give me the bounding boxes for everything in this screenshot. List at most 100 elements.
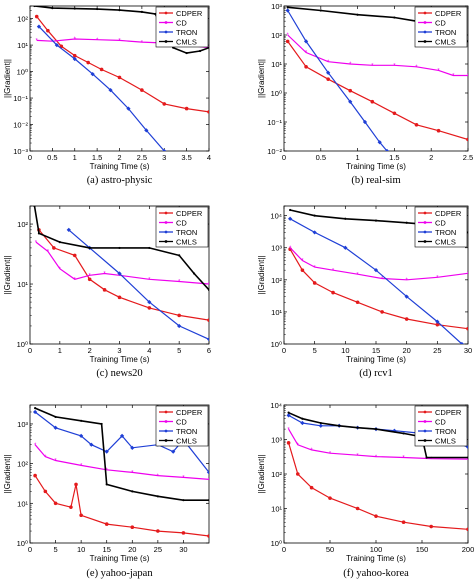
point-cmls <box>156 495 159 498</box>
point-cd: * <box>141 40 144 46</box>
point-cdper <box>156 529 160 533</box>
x-tick-label: 2.5 <box>463 153 473 162</box>
point-tron <box>126 106 131 111</box>
point-tron <box>312 230 317 235</box>
point-cd: * <box>34 443 37 449</box>
point-cdper <box>392 111 397 116</box>
y-tick-label: 10¹ <box>17 499 28 508</box>
point-cmls <box>54 415 57 419</box>
y-tick-label: 10³ <box>271 244 282 253</box>
x-tick-label: 5 <box>177 346 181 355</box>
point-cd: * <box>405 278 408 284</box>
point-cd: * <box>287 427 290 433</box>
point-tron <box>384 148 390 151</box>
point-cmls <box>140 10 143 13</box>
point-cd: * <box>393 64 396 70</box>
point-tron <box>130 445 135 450</box>
y-tick-label: 10⁰ <box>17 340 28 349</box>
legend-marker <box>423 21 427 24</box>
point-cmls <box>319 421 322 425</box>
point-cd: * <box>310 448 313 454</box>
legend-label: TRON <box>176 28 197 37</box>
legend-label: CDPER <box>435 209 462 218</box>
x-axis-label: Training Time (s) <box>346 162 406 171</box>
x-tick-label: 150 <box>416 545 429 554</box>
legend-marker <box>423 410 427 414</box>
legend-marker <box>423 230 427 234</box>
point-cdper <box>181 531 186 535</box>
point-tron <box>171 449 176 454</box>
point-cmls <box>319 9 322 12</box>
y-axis-label: ||Gradient|| <box>3 256 12 295</box>
legend-box <box>414 206 468 248</box>
point-cdper <box>52 246 56 250</box>
point-cdper <box>404 317 409 321</box>
point-cmls <box>51 6 54 10</box>
panel-caption: (f) yahoo-korea <box>343 568 409 579</box>
point-cmls <box>33 206 36 208</box>
legend-box <box>414 6 468 48</box>
y-tick-label: 10² <box>271 276 282 285</box>
point-cdper <box>466 137 468 142</box>
point-cmls <box>356 13 359 16</box>
x-tick-label: 0 <box>282 545 286 554</box>
point-cd: * <box>287 33 290 39</box>
point-tron <box>206 470 209 475</box>
point-cmls <box>37 232 41 235</box>
point-cdper <box>46 28 50 33</box>
point-tron <box>144 128 149 133</box>
series-line-cmls <box>288 411 468 459</box>
point-cdper <box>147 306 152 310</box>
x-axis-label: Training Time (s) <box>90 355 150 364</box>
y-tick-label: 10² <box>17 460 28 469</box>
chart-panel: 0 50 100 150 200 10⁰ 10¹ 10² 10³ 10⁴ Training Time… <box>257 401 474 579</box>
x-axis-label: Training Time (s) <box>90 162 150 171</box>
x-tick-label: 1 <box>58 346 62 355</box>
x-tick-label: 2 <box>117 153 121 162</box>
point-cdper <box>304 65 308 69</box>
panel-caption: (c) news20 <box>96 368 142 379</box>
x-tick-label: 3 <box>117 346 121 355</box>
point-cd: * <box>356 453 359 459</box>
point-tron <box>177 323 182 329</box>
legend-label: CMLS <box>176 436 197 445</box>
legend-label: CDPER <box>176 9 203 18</box>
legend-marker <box>164 439 168 442</box>
point-cd: * <box>327 60 330 66</box>
point-cdper <box>326 77 330 81</box>
panel-caption: (d) rcv1 <box>359 368 393 379</box>
legend-label: TRON <box>176 228 197 237</box>
point-tron <box>72 56 77 62</box>
y-tick-label: 10⁻³ <box>13 147 28 156</box>
legend-label: CDPER <box>435 408 462 417</box>
point-cd: * <box>313 265 316 271</box>
point-cmls <box>58 241 61 244</box>
point-tron <box>108 87 113 93</box>
point-cd: * <box>103 272 106 278</box>
x-tick-label: 1.5 <box>389 153 399 162</box>
point-cd: * <box>356 272 359 278</box>
legend-label: CMLS <box>435 237 456 246</box>
point-tron <box>377 140 382 145</box>
chart-panel: 0 1 2 3 4 5 6 10⁰ 10¹ 10² Training Time (s) ||Gradi… <box>3 205 211 379</box>
point-cmls <box>393 16 396 19</box>
legend-label: CDPER <box>176 209 203 218</box>
point-tron <box>288 216 293 221</box>
series-group: * * * * * * * * * <box>286 411 468 532</box>
point-cmls <box>131 490 134 493</box>
point-cd: * <box>74 277 77 283</box>
y-tick-label: 10¹ <box>271 308 282 317</box>
point-cdper <box>87 277 92 282</box>
point-cmls <box>88 246 91 250</box>
point-cd: * <box>371 64 374 70</box>
point-cdper <box>140 88 144 92</box>
legend-label: CD <box>435 218 446 227</box>
y-tick-label: 10⁴ <box>270 401 282 410</box>
point-cdper <box>374 514 378 518</box>
point-cdper <box>102 288 107 292</box>
point-cdper <box>34 14 39 19</box>
point-cd: * <box>178 280 181 286</box>
series-line-cd <box>35 241 209 285</box>
point-tron <box>54 42 59 48</box>
